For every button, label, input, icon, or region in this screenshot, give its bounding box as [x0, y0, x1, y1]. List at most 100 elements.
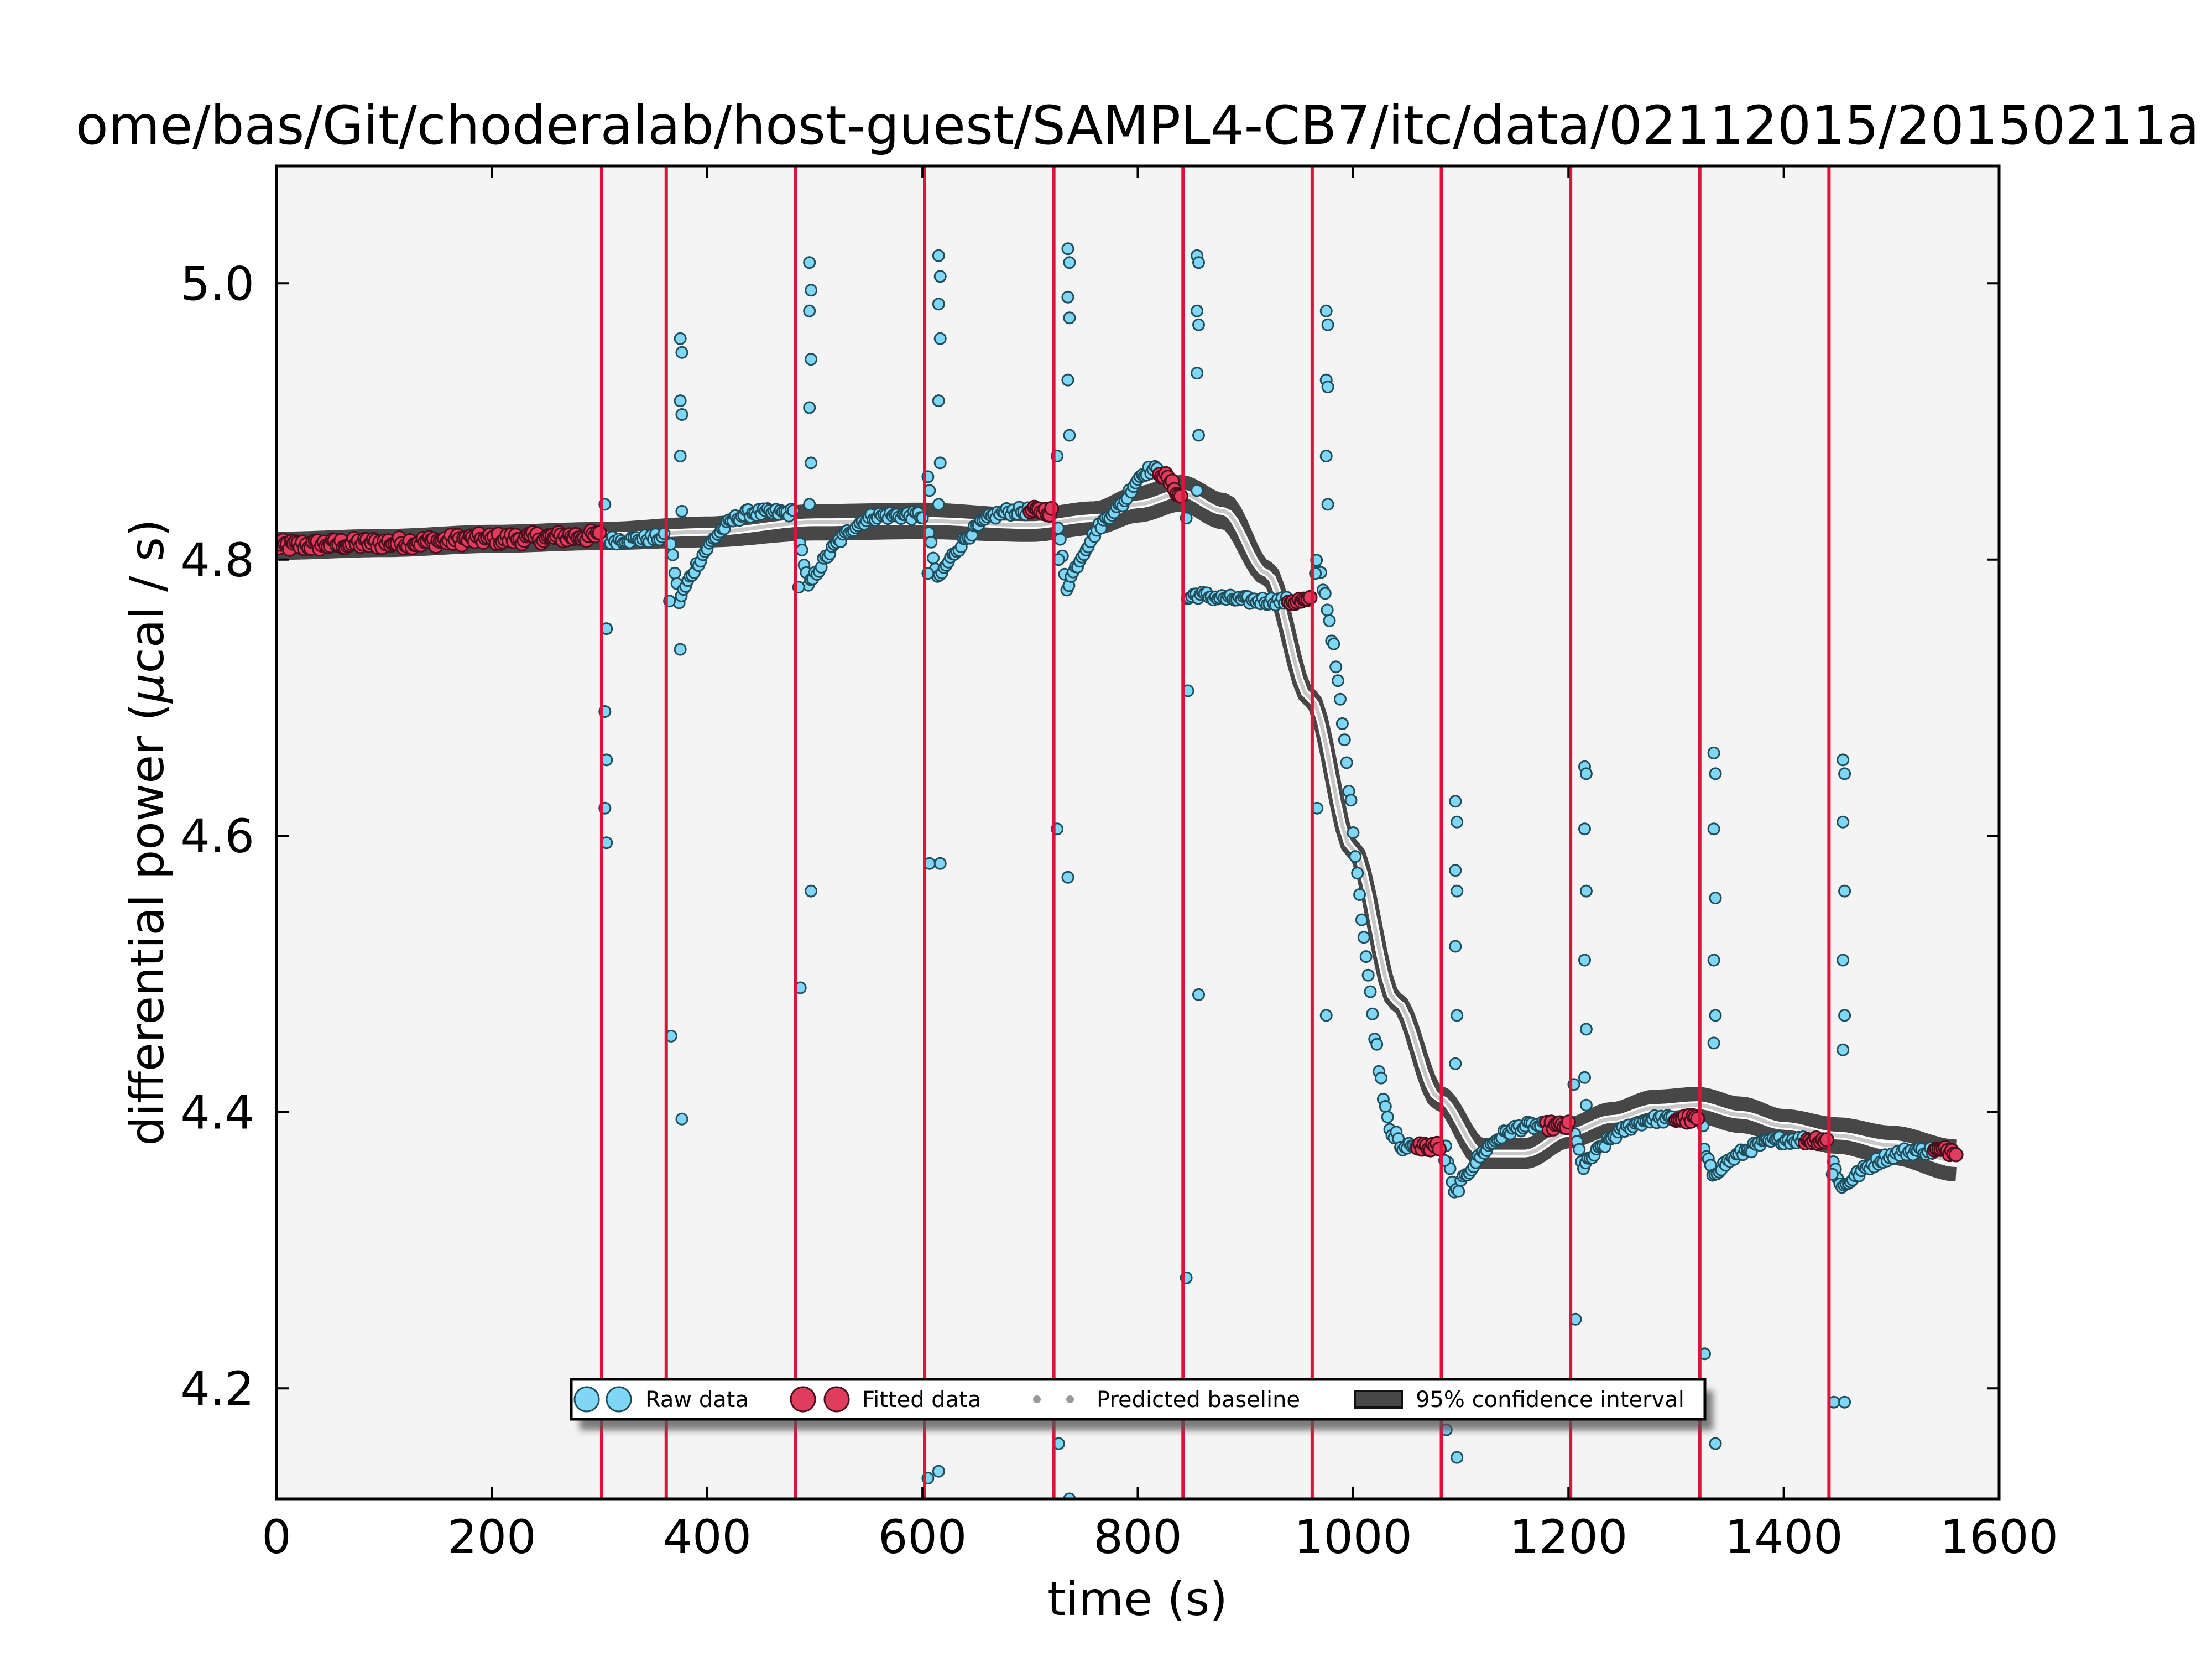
raw-data-point — [1321, 381, 1334, 394]
raw-data-point — [1707, 746, 1720, 759]
raw-data-point — [933, 270, 947, 283]
legend-band-marker — [1354, 1390, 1403, 1409]
raw-data-point — [805, 353, 818, 366]
raw-data-point — [1318, 587, 1332, 600]
raw-data-point — [1192, 429, 1205, 442]
raw-data-point — [1338, 733, 1351, 747]
y-tick-label: 4.2 — [180, 1362, 254, 1416]
legend-raw-marker-1 — [573, 1386, 600, 1413]
raw-data-point — [932, 394, 945, 408]
y-axis-label-prefix: differential power ( — [120, 703, 174, 1146]
raw-data-point — [1578, 1071, 1591, 1084]
raw-data-point — [1573, 1143, 1586, 1156]
y-tick-label: 4.4 — [180, 1086, 254, 1140]
raw-data-layer — [595, 242, 1939, 1499]
raw-data-point — [1838, 1395, 1851, 1409]
x-tick-label: 600 — [878, 1510, 967, 1564]
raw-data-point — [1061, 871, 1074, 884]
raw-data-point — [1451, 1451, 1464, 1464]
raw-data-point — [1838, 1009, 1851, 1022]
raw-data-point — [1357, 931, 1370, 944]
raw-data-point — [1061, 373, 1074, 387]
raw-data-point — [674, 450, 687, 462]
raw-data-point — [1837, 753, 1850, 767]
raw-data-point — [1366, 1007, 1379, 1020]
y-tick-label: 5.0 — [180, 257, 254, 311]
raw-data-point — [1192, 318, 1205, 331]
raw-data-point — [803, 498, 816, 511]
raw-data-point — [1579, 1023, 1593, 1036]
raw-data-point — [932, 1465, 945, 1478]
raw-data-point — [675, 1112, 688, 1126]
raw-data-point — [1321, 318, 1334, 331]
x-tick-label: 1600 — [1940, 1510, 2058, 1564]
raw-data-point — [1709, 892, 1722, 905]
x-tick-label: 400 — [663, 1510, 752, 1564]
raw-data-point — [1344, 794, 1358, 807]
raw-data-point — [933, 332, 947, 345]
raw-data-point — [1709, 1009, 1722, 1022]
fitted-data-point — [1044, 501, 1060, 516]
fitted-data-point — [1690, 1111, 1705, 1126]
raw-data-point — [1579, 767, 1593, 780]
raw-data-point — [803, 401, 816, 414]
raw-data-point — [933, 456, 947, 470]
y-tick-label: 4.8 — [180, 533, 254, 587]
legend-raw-marker-2 — [606, 1386, 632, 1413]
raw-data-point — [1579, 884, 1593, 898]
x-axis-label: time (s) — [1047, 1572, 1228, 1626]
raw-data-point — [674, 394, 687, 408]
raw-data-point — [805, 884, 818, 898]
raw-data-point — [927, 551, 940, 565]
fitted-data-point — [1432, 1141, 1447, 1156]
raw-data-point — [1061, 242, 1074, 256]
raw-data-point — [1707, 954, 1720, 967]
raw-data-point — [1335, 717, 1349, 730]
y-axis-label-suffix: cal / s) — [120, 519, 174, 673]
x-tick-label: 0 — [262, 1510, 291, 1564]
raw-data-point — [916, 511, 929, 524]
raw-data-point — [1053, 533, 1067, 546]
raw-data-point — [1449, 940, 1462, 953]
raw-data-point — [1451, 815, 1464, 829]
raw-data-point — [1334, 692, 1347, 706]
raw-data-point — [805, 284, 818, 297]
raw-data-point — [805, 456, 818, 470]
raw-data-point — [1191, 484, 1204, 497]
raw-data-point — [668, 566, 681, 580]
y-axis-label: differential power (μcal / s) — [120, 519, 174, 1145]
raw-data-point — [1364, 985, 1377, 998]
raw-data-point — [932, 249, 945, 262]
raw-data-point — [1061, 290, 1074, 304]
raw-data-point — [1837, 815, 1850, 829]
raw-data-point — [1375, 1071, 1387, 1085]
y-axis-label-mu: μ — [120, 674, 174, 704]
raw-data-point — [1319, 450, 1333, 462]
raw-data-point — [674, 643, 687, 656]
plot-area — [276, 166, 1999, 1499]
legend-fitted-marker-1 — [790, 1386, 816, 1413]
raw-data-point — [1191, 304, 1204, 317]
raw-data-point — [1579, 1098, 1593, 1112]
x-tick-label: 200 — [447, 1510, 536, 1564]
raw-data-point — [1838, 884, 1851, 898]
raw-data-point — [1449, 1057, 1462, 1070]
fitted-data-point — [592, 525, 607, 540]
legend-label-band: 95% confidence interval — [1416, 1387, 1684, 1413]
raw-data-point — [1192, 988, 1205, 1001]
raw-data-point — [932, 298, 945, 311]
raw-data-point — [1340, 756, 1353, 769]
raw-data-point — [803, 304, 816, 317]
raw-data-point — [1709, 1437, 1722, 1450]
chart-title: ome/bas/Git/choderalab/host-guest/SAMPL4… — [76, 95, 2199, 157]
raw-data-point — [1321, 603, 1334, 617]
raw-data-point — [675, 408, 688, 421]
fitted-data-point — [1819, 1132, 1834, 1148]
injection-lines-layer — [599, 166, 1831, 1499]
raw-data-point — [675, 346, 688, 359]
raw-data-point — [1063, 311, 1076, 325]
fitted-data-point — [1948, 1147, 1964, 1163]
raw-data-point — [1451, 884, 1464, 898]
